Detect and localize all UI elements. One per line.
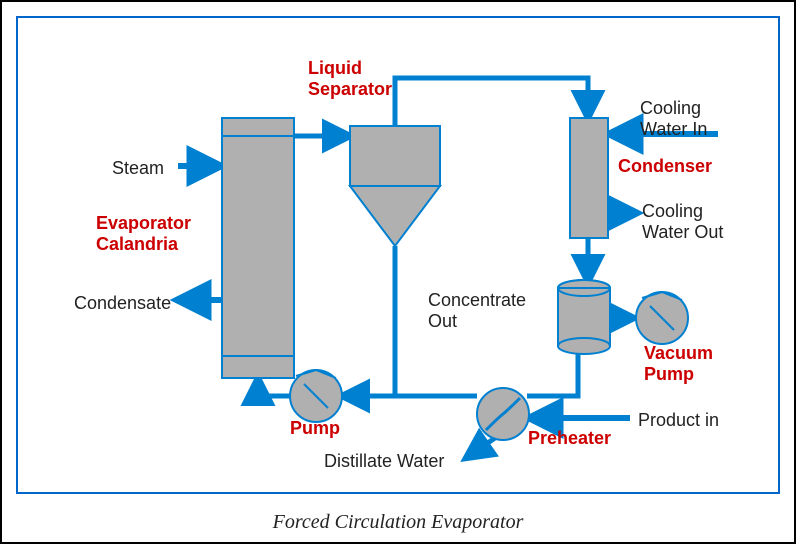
label-preheater: Preheater — [528, 428, 611, 449]
label-distillate: Distillate Water — [324, 451, 444, 472]
node-receiver — [558, 280, 610, 354]
edge-distillate-out — [466, 438, 495, 458]
label-condenser: Condenser — [618, 156, 712, 177]
label-vacuum-pump: Vacuum Pump — [644, 343, 713, 384]
label-concentrate: Concentrate Out — [428, 290, 526, 331]
label-evaporator: Evaporator Calandria — [96, 213, 191, 254]
label-cooling-out: Cooling Water Out — [642, 201, 723, 242]
edge-separator-condenser — [395, 78, 588, 126]
label-cooling-in: Cooling Water In — [640, 98, 707, 139]
node-vacuum-pump — [636, 292, 688, 344]
label-liquid-separator: Liquid Separator — [308, 58, 392, 99]
label-condensate: Condensate — [74, 293, 171, 314]
label-product-in: Product in — [638, 410, 719, 431]
label-steam: Steam — [112, 158, 164, 179]
label-pump: Pump — [290, 418, 340, 439]
node-pump — [290, 370, 342, 422]
node-preheater — [477, 388, 529, 440]
diagram-panel: Liquid Separator Condenser Evaporator Ca… — [16, 16, 780, 494]
node-condenser — [570, 118, 608, 238]
edge-pump-calandria — [258, 378, 290, 396]
outer-frame: Liquid Separator Condenser Evaporator Ca… — [0, 0, 796, 544]
edge-receiver-preheater — [527, 352, 578, 396]
node-calandria — [222, 118, 294, 378]
caption: Forced Circulation Evaporator — [2, 511, 794, 534]
node-separator — [350, 126, 440, 246]
